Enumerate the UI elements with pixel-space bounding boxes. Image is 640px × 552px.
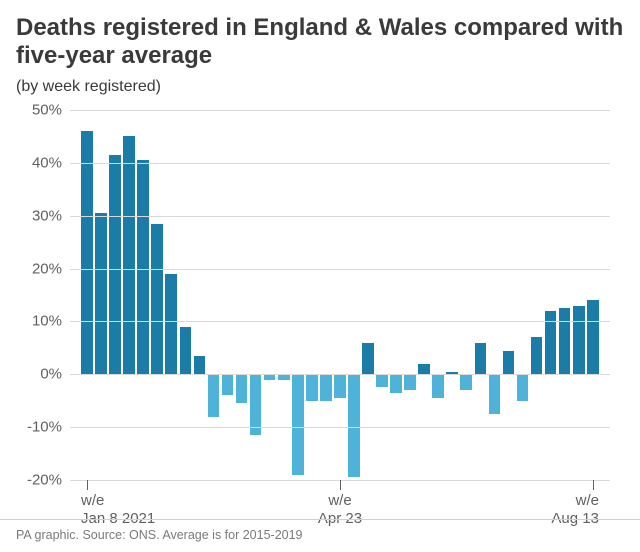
bar-column [236, 110, 248, 480]
bar-chart: w/eJan 8 2021w/eApr 23w/eAug 13 [70, 110, 610, 480]
bar-column [376, 110, 388, 480]
bar [531, 337, 543, 374]
bar-column [573, 110, 585, 480]
bar [180, 327, 192, 375]
bar [545, 311, 557, 374]
gridline [70, 374, 610, 375]
bar-column [348, 110, 360, 480]
bar [517, 374, 529, 400]
bar-column [320, 110, 332, 480]
x-tick-mark [87, 480, 88, 490]
footer-rule [0, 519, 640, 520]
bar [236, 374, 248, 403]
bar-column [306, 110, 318, 480]
bar-column [194, 110, 206, 480]
bar-column [81, 110, 93, 480]
bar [559, 308, 571, 374]
bar-column [109, 110, 121, 480]
bar [573, 306, 585, 375]
bar [404, 374, 416, 390]
bar [503, 351, 515, 375]
bar [137, 160, 149, 374]
bar [460, 374, 472, 390]
chart-page: Deaths registered in England & Wales com… [0, 0, 640, 552]
bar [81, 131, 93, 374]
bar [362, 343, 374, 375]
gridline [70, 427, 610, 428]
gridline [70, 216, 610, 217]
bar-column [559, 110, 571, 480]
gridline [70, 321, 610, 322]
bar [489, 374, 501, 414]
x-axis-label: w/eJan 8 2021 [81, 492, 155, 528]
x-axis-label: w/eApr 23 [318, 492, 362, 528]
bar [109, 155, 121, 374]
x-tick-mark [593, 480, 594, 490]
bar [418, 364, 430, 375]
bar [151, 224, 163, 375]
bar [475, 343, 487, 375]
bar [334, 374, 346, 398]
bar-column [362, 110, 374, 480]
gridline [70, 110, 610, 111]
bar-column [489, 110, 501, 480]
bar-column [432, 110, 444, 480]
y-axis-label: 40% [6, 154, 62, 171]
y-axis-label: -10% [6, 419, 62, 436]
bar-column [264, 110, 276, 480]
bar-column [475, 110, 487, 480]
chart-title: Deaths registered in England & Wales com… [16, 14, 624, 71]
bar [222, 374, 234, 395]
bar-column [250, 110, 262, 480]
bar-column [151, 110, 163, 480]
bar [320, 374, 332, 400]
bar-column [292, 110, 304, 480]
bar [587, 300, 599, 374]
bar [376, 374, 388, 387]
bar [208, 374, 220, 416]
bar-column [208, 110, 220, 480]
bar [348, 374, 360, 477]
bar [95, 213, 107, 374]
bars-container [70, 110, 610, 480]
bar-column [137, 110, 149, 480]
bar-column [517, 110, 529, 480]
bar-column [460, 110, 472, 480]
bar-column [222, 110, 234, 480]
y-axis-label: 30% [6, 207, 62, 224]
footer-source: PA graphic. Source: ONS. Average is for … [16, 528, 303, 542]
y-axis-label: -20% [6, 472, 62, 489]
y-axis-label: 0% [6, 366, 62, 383]
bar [165, 274, 177, 374]
bar-column [390, 110, 402, 480]
bar-column [278, 110, 290, 480]
bar [194, 356, 206, 375]
bar-column [180, 110, 192, 480]
bar-column [446, 110, 458, 480]
bar [390, 374, 402, 393]
chart-subtitle: (by week registered) [16, 78, 161, 96]
gridline [70, 163, 610, 164]
bar-column [418, 110, 430, 480]
bar-column [165, 110, 177, 480]
bar-column [95, 110, 107, 480]
x-tick-mark [340, 480, 341, 490]
y-axis-label: 20% [6, 260, 62, 277]
bar [432, 374, 444, 398]
bar-column [404, 110, 416, 480]
bar [123, 136, 135, 374]
y-axis-label: 50% [6, 102, 62, 119]
bar-column [123, 110, 135, 480]
bar [292, 374, 304, 474]
bar-column [503, 110, 515, 480]
x-axis-label: w/eAug 13 [551, 492, 599, 528]
bar-column [545, 110, 557, 480]
gridline [70, 269, 610, 270]
bar-column [587, 110, 599, 480]
bar-column [531, 110, 543, 480]
bar [306, 374, 318, 400]
y-axis-label: 10% [6, 313, 62, 330]
bar-column [334, 110, 346, 480]
bar [250, 374, 262, 435]
